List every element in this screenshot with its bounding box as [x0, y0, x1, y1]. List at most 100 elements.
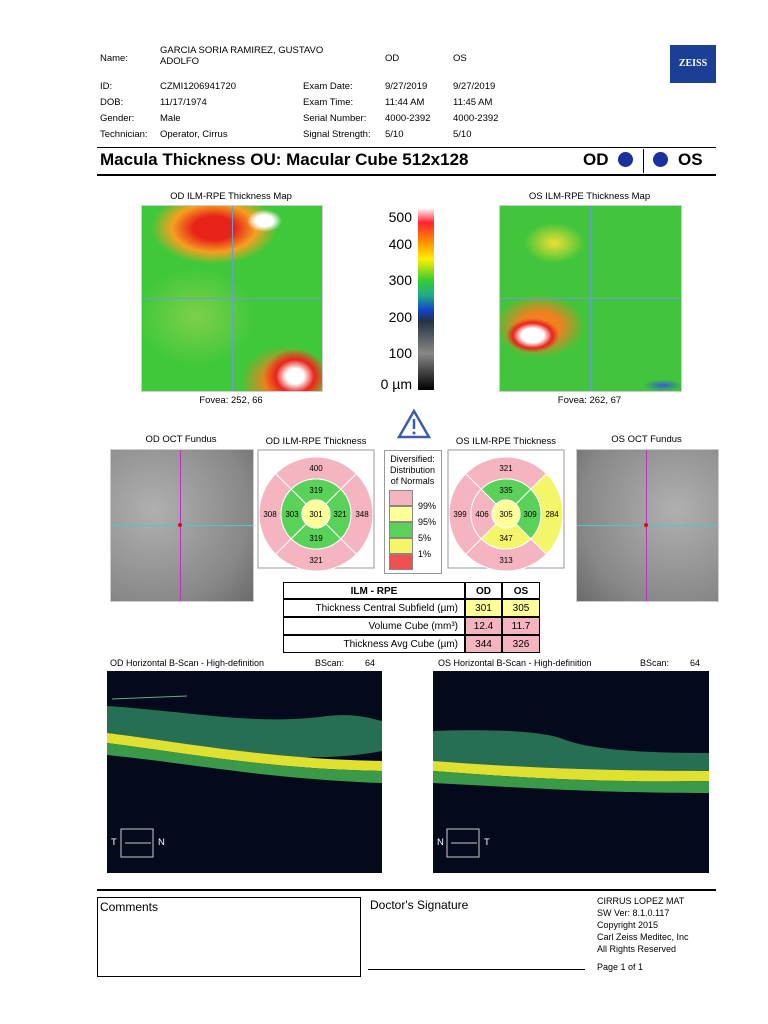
fovea: Fovea: 262, 67: [557, 395, 622, 406]
inner-value: 309: [523, 510, 537, 519]
table-cell: 326: [502, 635, 540, 653]
legend-box: [384, 450, 442, 574]
etdrs-title: OD ILM-RPE Thickness: [265, 436, 367, 447]
field-value: CZMI1206941720: [160, 81, 237, 92]
report-title: Macula Thickness OU: Macular Cube 512x12…: [100, 150, 469, 169]
outer-value: 321: [309, 556, 323, 565]
scale-label: 200: [388, 309, 412, 325]
software-info: Copyright 2015: [597, 920, 659, 930]
software-info: SW Ver: 8.1.0.117: [597, 908, 670, 918]
od-title: OD: [583, 150, 609, 169]
center-value: 305: [499, 510, 513, 519]
field-value: 4000-2392: [385, 113, 431, 124]
table-cell: 11.7: [502, 617, 540, 635]
page-number: Page 1 of 1: [597, 962, 644, 972]
fundus-title: OS OCT Fundus: [611, 434, 682, 445]
field-label: Signal Strength:: [303, 129, 371, 140]
etdrs-title: OS ILM-RPE Thickness: [455, 436, 557, 447]
legend-label: 5%: [418, 533, 432, 543]
software-info: CIRRUS LOPEZ MAT: [597, 896, 685, 906]
table-cell: Thickness Central Subfield (µm): [283, 599, 465, 617]
os-bscan: N T: [433, 671, 709, 873]
center-value: 301: [309, 510, 323, 519]
table-cell: 305: [502, 599, 540, 617]
map-title: OD ILM-RPE Thickness Map: [170, 191, 292, 202]
dir-label: T: [484, 837, 490, 848]
od-bscan: T N: [107, 671, 382, 873]
divider: [643, 149, 644, 173]
table-cell: 301: [465, 599, 502, 617]
table-cell: 344: [465, 635, 502, 653]
os-fundus: [576, 449, 719, 602]
bscan-label: BScan:: [315, 658, 345, 668]
os-dot: [653, 152, 668, 167]
field-value: 11/17/1974: [160, 97, 207, 108]
legend-title: Diversified: Distribution of Normals: [389, 454, 436, 486]
scale-label: 100: [388, 345, 412, 361]
legend-label: 1%: [418, 549, 432, 559]
od-col: OD: [385, 53, 400, 64]
os-title: OS: [678, 150, 703, 169]
bscan-number: 64: [365, 658, 376, 668]
software-info: Carl Zeiss Meditec, Inc: [597, 932, 689, 942]
field-label: Serial Number:: [303, 113, 367, 124]
dir-label: N: [158, 837, 165, 848]
center-sector: [491, 499, 521, 529]
field-value: 11:45 AM: [453, 97, 493, 108]
od-thickness-map: [141, 205, 323, 392]
name-label: Name:: [100, 53, 128, 64]
dir-label: N: [437, 837, 444, 848]
comments-label: Comments: [100, 900, 159, 914]
field-label: DOB:: [100, 97, 124, 108]
inner-value: 406: [475, 510, 489, 519]
rule: [97, 174, 716, 176]
outer-value: 308: [263, 510, 277, 519]
legend-swatch: [389, 538, 413, 554]
field-label: Technician:: [100, 129, 148, 140]
field-value: 9/27/2019: [385, 81, 428, 92]
inner-value: 319: [309, 534, 323, 543]
inner-value: 319: [309, 486, 323, 495]
legend-swatch: [389, 522, 413, 538]
logo: ZEISS: [670, 45, 716, 83]
scale-label: 500: [388, 209, 412, 225]
inner-value: 303: [285, 510, 299, 519]
bscan-label: BScan:: [640, 658, 670, 668]
table-header: OS: [502, 582, 540, 599]
scale-label: 0 µm: [380, 376, 412, 392]
os-thickness-map: [499, 205, 682, 392]
scale-label: 400: [388, 236, 412, 252]
legend-label: 99%: [418, 501, 437, 511]
bscan-title: OS Horizontal B-Scan - High-definition: [438, 658, 592, 668]
inner-value: 347: [499, 534, 513, 543]
field-value: 4000-2392: [453, 113, 499, 124]
fundus-title: OD OCT Fundus: [145, 434, 217, 445]
table-cell: Thickness Avg Cube (µm): [283, 635, 465, 653]
signature-label: Doctor's Signature: [370, 898, 469, 912]
field-value: 5/10: [453, 129, 472, 140]
outer-value: 400: [309, 464, 323, 473]
outer-value: 284: [545, 510, 559, 519]
logo-text: ZEISS: [678, 58, 708, 69]
scale-label: 300: [388, 272, 412, 288]
table-header: ILM - RPE: [283, 582, 465, 599]
field-label: ID:: [100, 81, 113, 92]
outer-value: 348: [355, 510, 369, 519]
etdrs-charts: 400 319 348 321 321 319 308 303 301 321 335 284 309 3…: [257, 449, 565, 572]
field-value: 11:44 AM: [385, 97, 425, 108]
legend-swatch: [389, 490, 413, 506]
os-col: OS: [453, 53, 467, 64]
field-value: Male: [160, 113, 181, 124]
outer-value: 313: [499, 556, 513, 565]
od-dot: [618, 152, 633, 167]
inner-value: 335: [499, 486, 513, 495]
field-label: Exam Time:: [303, 97, 354, 108]
comments-box: [97, 897, 361, 977]
legend-swatch: [389, 554, 413, 570]
outer-value: 321: [499, 464, 513, 473]
patient-name: GARCIA SORIA RAMIREZ, GUSTAVO ADOLFO: [160, 45, 324, 68]
bscan-number: 64: [690, 658, 701, 668]
signature-line: [368, 969, 585, 970]
map-title: OS ILM-RPE Thickness Map: [528, 191, 651, 202]
